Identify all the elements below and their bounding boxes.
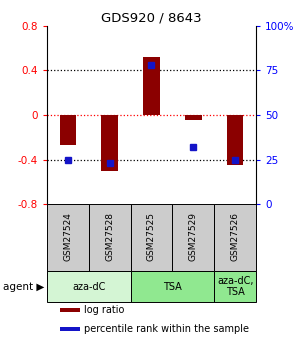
Text: GSM27528: GSM27528 bbox=[105, 212, 114, 261]
Bar bbox=[59, 115, 76, 145]
Text: GSM27525: GSM27525 bbox=[147, 212, 156, 261]
Bar bbox=[59, 327, 80, 331]
Bar bbox=[227, 115, 244, 165]
Bar bbox=[143, 57, 160, 115]
Text: log ratio: log ratio bbox=[84, 305, 124, 315]
Bar bbox=[59, 308, 80, 312]
Bar bbox=[172, 204, 214, 271]
Text: agent ▶: agent ▶ bbox=[4, 282, 45, 292]
Text: GSM27529: GSM27529 bbox=[189, 212, 198, 261]
Bar bbox=[47, 271, 131, 303]
Bar bbox=[214, 204, 256, 271]
Text: aza-dC,
TSA: aza-dC, TSA bbox=[217, 276, 253, 297]
Text: GSM27524: GSM27524 bbox=[63, 212, 72, 261]
Text: GSM27526: GSM27526 bbox=[231, 212, 240, 261]
Bar bbox=[131, 204, 172, 271]
Title: GDS920 / 8643: GDS920 / 8643 bbox=[101, 12, 202, 25]
Text: percentile rank within the sample: percentile rank within the sample bbox=[84, 324, 248, 334]
Bar bbox=[131, 271, 214, 303]
Bar bbox=[89, 204, 131, 271]
Bar bbox=[47, 204, 89, 271]
Bar bbox=[185, 115, 202, 119]
Bar bbox=[214, 271, 256, 303]
Text: aza-dC: aza-dC bbox=[72, 282, 105, 292]
Bar bbox=[101, 115, 118, 171]
Text: TSA: TSA bbox=[163, 282, 182, 292]
